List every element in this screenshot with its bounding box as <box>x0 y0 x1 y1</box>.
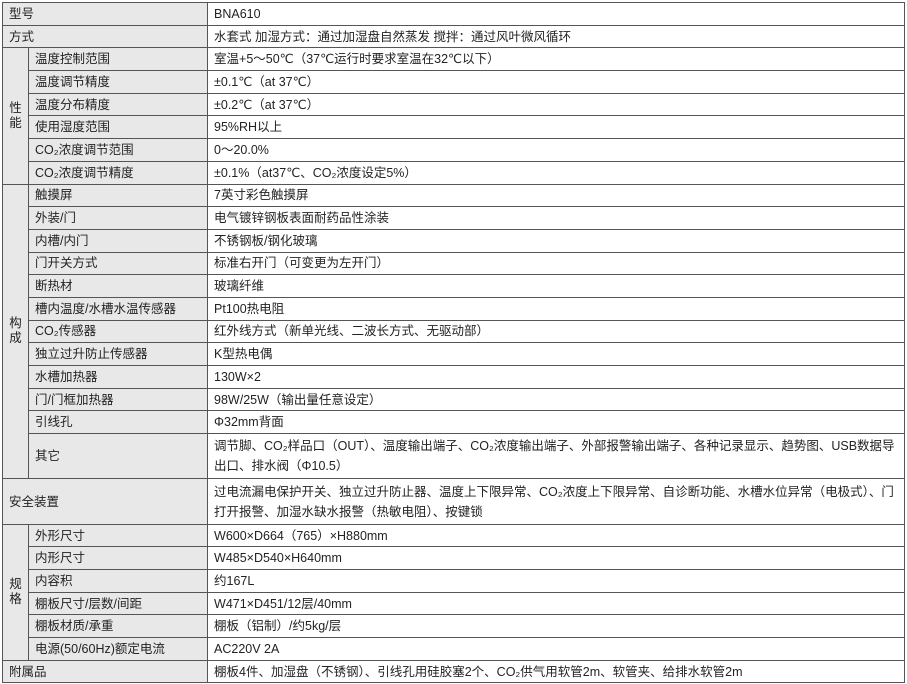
spec-value: 棚板4件、加湿盘（不锈钢）、引线孔用硅胶塞2个、CO₂供气用软管2m、软管夹、给… <box>207 659 905 684</box>
spec-label: 温度调节精度 <box>27 70 209 94</box>
table-row: 门/门框加热器 98W/25W（输出量任意设定） <box>3 387 905 412</box>
table-row: 引线孔 Φ32mm背面 <box>3 410 905 435</box>
spec-value: W471×D451/12层/40mm <box>207 591 905 616</box>
table-row: 使用湿度范围 95%RH以上 <box>3 115 905 140</box>
table-row: 内槽/内门 不锈钢板/钢化玻璃 <box>3 228 905 253</box>
table-row: 安全装置 过电流漏电保护开关、独立过升防止器、温度上下限异常、CO₂浓度上下限异常… <box>1 478 905 525</box>
table-row: 外装/门 电气镀锌钢板表面耐药品性涂装 <box>3 206 905 230</box>
table-row: 棚板材质/承重 棚板（铝制）/约5kg/层 <box>3 614 905 639</box>
spec-label: 棚板材质/承重 <box>27 614 209 639</box>
spec-value: W600×D664（765）×H880mm <box>207 523 905 548</box>
spec-value: 7英寸彩色触摸屏 <box>207 183 905 208</box>
table-row: 水槽加热器 130W×2 <box>3 365 905 389</box>
table-row: 内容积 约167L <box>3 569 905 593</box>
spec-label: 方式 <box>1 24 209 49</box>
spec-label: 温度分布精度 <box>27 92 209 117</box>
table-row: 附属品 棚板4件、加湿盘（不锈钢）、引线孔用硅胶塞2个、CO₂供气用软管2m、软管… <box>1 659 905 684</box>
spec-value: ±0.2℃（at 37℃） <box>207 92 905 117</box>
spec-label: CO₂传感器 <box>27 319 209 344</box>
spec-value: Φ32mm背面 <box>207 410 905 435</box>
group-label: 性能 <box>2 47 29 185</box>
spec-value: 98W/25W（输出量任意设定） <box>207 387 905 412</box>
spec-value: 0～20.0% <box>207 138 905 162</box>
table-row: 内形尺寸 W485×D540×H640mm <box>3 546 905 571</box>
spec-value: 调节脚、CO₂样品口（OUT）、温度输出端子、CO₂浓度输出端子、外部报警输出端… <box>207 433 905 480</box>
spec-value: W485×D540×H640mm <box>207 546 905 571</box>
table-row: CO₂浓度调节精度 ±0.1%（at37℃、CO₂浓度设定5%） <box>3 160 905 185</box>
spec-label: CO₂浓度调节范围 <box>27 138 209 162</box>
table-row: 型号 BNA610 <box>1 2 905 26</box>
spec-label: 附属品 <box>1 659 209 684</box>
spec-label: 其它 <box>27 433 209 480</box>
table-row: 棚板尺寸/层数/间距 W471×D451/12层/40mm <box>3 591 905 616</box>
group-label: 构成 <box>2 183 29 480</box>
table-row: 槽内温度/水槽水温传感器 Pt100热电阻 <box>3 296 905 321</box>
spec-value: 95%RH以上 <box>207 115 905 140</box>
spec-value: ±0.1℃（at 37℃） <box>207 70 905 94</box>
spec-value: BNA610 <box>207 2 905 26</box>
spec-label: 触摸屏 <box>27 183 209 208</box>
spec-label: 使用湿度范围 <box>27 115 209 140</box>
table-row: 门开关方式 标准右开门（可变更为左开门） <box>3 251 905 276</box>
table-row: 构成 触摸屏 7英寸彩色触摸屏 <box>2 183 905 480</box>
table-row: 温度调节精度 ±0.1℃（at 37℃） <box>3 70 905 94</box>
spec-value: 电气镀锌钢板表面耐药品性涂装 <box>207 206 905 230</box>
spec-value: ±0.1%（at37℃、CO₂浓度设定5%） <box>207 160 905 185</box>
table-row: 断热材 玻璃纤维 <box>3 274 905 298</box>
table-row: 电源(50/60Hz)额定电流 AC220V 2A <box>3 637 905 661</box>
table-row: 性能 温度控制范围 室温+5～50℃（37℃运行时要求室温在32℃以下） <box>2 47 905 185</box>
spec-label: 型号 <box>1 2 209 26</box>
spec-value: AC220V 2A <box>207 637 905 661</box>
spec-label: 安全装置 <box>1 478 209 525</box>
spec-value: 水套式 加湿方式：通过加湿盘自然蒸发 搅拌：通过风叶微风循环 <box>207 24 905 49</box>
table-row: CO₂浓度调节范围 0～20.0% <box>3 138 905 162</box>
table-row: 方式 水套式 加湿方式：通过加湿盘自然蒸发 搅拌：通过风叶微风循环 <box>1 24 905 49</box>
spec-value: 约167L <box>207 569 905 593</box>
spec-label: 门开关方式 <box>27 251 209 276</box>
spec-value: 不锈钢板/钢化玻璃 <box>207 228 905 253</box>
spec-value: 玻璃纤维 <box>207 274 905 298</box>
spec-value: 棚板（铝制）/约5kg/层 <box>207 614 905 639</box>
spec-label: 内容积 <box>27 569 209 593</box>
spec-value: 红外线方式（新单光线、二波长方式、无驱动部） <box>207 319 905 344</box>
spec-label: 断热材 <box>27 274 209 298</box>
spec-value: 室温+5～50℃（37℃运行时要求室温在32℃以下） <box>207 47 905 72</box>
spec-value: 标准右开门（可变更为左开门） <box>207 251 905 276</box>
spec-label: 棚板尺寸/层数/间距 <box>27 591 209 616</box>
spec-label: 门/门框加热器 <box>27 387 209 412</box>
spec-label: 电源(50/60Hz)额定电流 <box>27 637 209 661</box>
spec-label: 水槽加热器 <box>27 365 209 389</box>
table-row: 规格 外形尺寸 W600×D664（765）×H880mm <box>2 523 905 661</box>
group-label: 规格 <box>2 523 29 661</box>
spec-label: 引线孔 <box>27 410 209 435</box>
spec-label: 独立过升防止传感器 <box>27 342 209 366</box>
spec-label: 槽内温度/水槽水温传感器 <box>27 296 209 321</box>
spec-label: 外形尺寸 <box>27 523 209 548</box>
spec-value: K型热电偶 <box>207 342 905 366</box>
spec-value: Pt100热电阻 <box>207 296 905 321</box>
spec-label: 内形尺寸 <box>27 546 209 571</box>
table-row: 独立过升防止传感器 K型热电偶 <box>3 342 905 366</box>
table-row: CO₂传感器 红外线方式（新单光线、二波长方式、无驱动部） <box>3 319 905 344</box>
table-row: 温度分布精度 ±0.2℃（at 37℃） <box>3 92 905 117</box>
spec-label: 内槽/内门 <box>27 228 209 253</box>
spec-label: CO₂浓度调节精度 <box>27 160 209 185</box>
spec-value: 过电流漏电保护开关、独立过升防止器、温度上下限异常、CO₂浓度上下限异常、自诊断… <box>207 478 905 525</box>
spec-value: 130W×2 <box>207 365 905 389</box>
spec-label: 温度控制范围 <box>27 47 209 72</box>
table-row: 其它 调节脚、CO₂样品口（OUT）、温度输出端子、CO₂浓度输出端子、外部报警输… <box>3 433 905 480</box>
spec-label: 外装/门 <box>27 206 209 230</box>
